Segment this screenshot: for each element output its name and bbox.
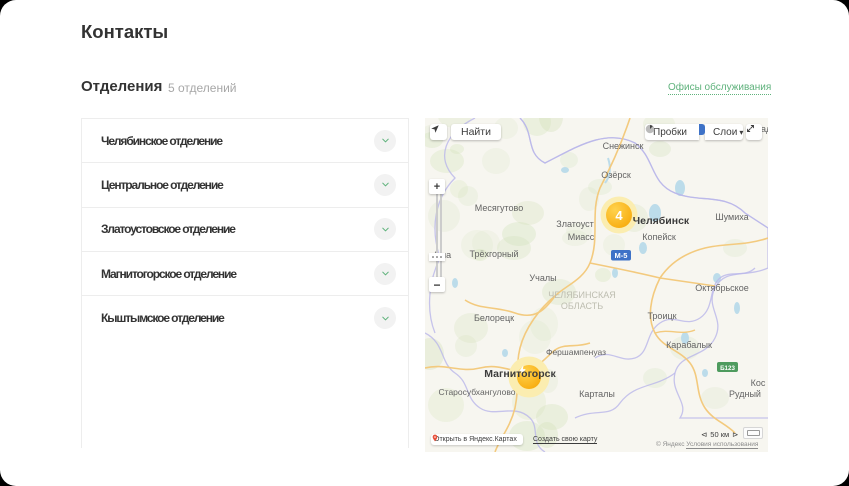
svg-text:Б123: Б123 (720, 365, 735, 372)
svg-text:M-5: M-5 (615, 251, 628, 260)
